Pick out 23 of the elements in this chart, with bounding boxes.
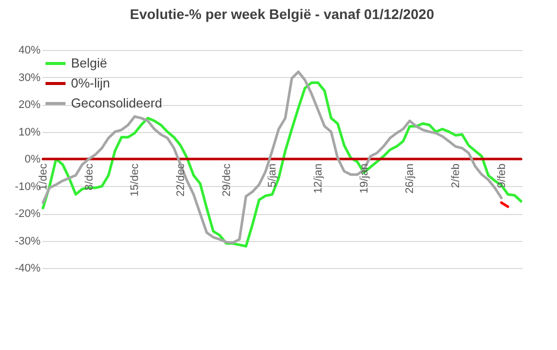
y-tick-label: 40%	[18, 44, 41, 56]
x-tick-label: 12/jan	[312, 164, 325, 194]
legend-label: België	[71, 56, 108, 70]
chart-title: Evolutie-% per week België - vanaf 01/12/2020	[130, 6, 434, 22]
x-tick-label: 26/jan	[404, 164, 416, 194]
y-tick-label: 30%	[18, 72, 41, 84]
y-tick-label: -40%	[14, 262, 41, 274]
x-tick-label: 2/feb	[450, 164, 462, 188]
x-tick-label: 19/jan	[358, 164, 370, 194]
x-tick-label: 9/feb	[496, 164, 508, 188]
legend-label: 0%-lijn	[71, 76, 110, 90]
x-tick-label: 22/dec	[175, 163, 187, 197]
x-tick-label: 8/dec	[83, 163, 96, 190]
x-tick-label: 15/dec	[129, 163, 142, 197]
y-tick-label: -10%	[14, 180, 41, 193]
x-tick-label: 5/jan	[266, 164, 279, 188]
y-tick-label: 20%	[18, 99, 41, 111]
y-tick-label: -20%	[14, 208, 41, 220]
legend-label: Geconsolideerd	[71, 96, 162, 110]
y-tick-label: 0%	[24, 154, 41, 166]
x-tick-label: 29/dec	[220, 163, 233, 197]
y-tick-label: 10%	[18, 126, 41, 138]
y-tick-label: -30%	[14, 235, 41, 248]
